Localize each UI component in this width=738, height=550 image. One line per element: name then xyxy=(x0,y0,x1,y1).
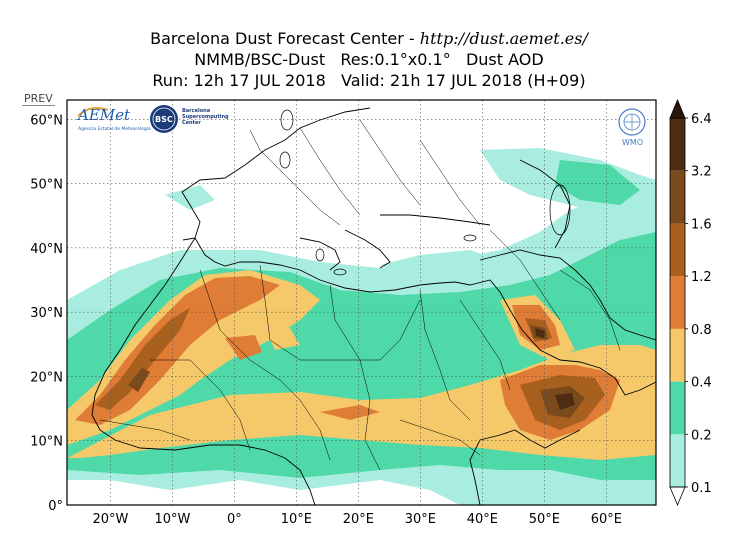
lat-tick-label: 0° xyxy=(48,499,63,514)
lon-tick-label: 30°E xyxy=(405,512,436,527)
latitude-labels: 0° 10°N 20°N 30°N 40°N 50°N 60°N xyxy=(30,113,63,514)
colorbar-segment xyxy=(670,170,685,224)
colorbar-level-label: 1.6 xyxy=(691,217,712,232)
aemet-logo-subtitle: Agencia Estatal de Meteorología xyxy=(78,125,151,132)
lon-tick-label: 40°E xyxy=(467,512,498,527)
colorbar-level-label: 3.2 xyxy=(691,165,712,180)
url-link[interactable]: http://dust.aemet.es/ xyxy=(419,29,588,48)
wmo-logo-text: WMO xyxy=(622,138,643,147)
colorbar-segment xyxy=(670,223,685,277)
lakes-islands xyxy=(279,109,571,276)
lat-tick-label: 10°N xyxy=(30,435,63,450)
title-line-2: NMMB/BSC-Dust Res:0.1°x0.1° Dust AOD xyxy=(194,50,544,69)
colorbar: 0.1 0.2 0.4 0.8 1.2 1.6 3.2 6.4 xyxy=(669,98,712,507)
lat-tick-label: 60°N xyxy=(30,113,63,128)
lat-tick-label: 20°N xyxy=(30,370,63,385)
bsc-logo-text: BSC xyxy=(155,115,173,124)
colorbar-segment xyxy=(670,276,685,329)
lat-tick-label: 40°N xyxy=(30,242,63,257)
colorbar-under-arrow xyxy=(669,486,686,507)
colorbar-level-label: 0.2 xyxy=(691,428,712,443)
bsc-name-line-1: Barcelona xyxy=(182,108,210,114)
graticule xyxy=(67,100,656,505)
lon-tick-label: 50°E xyxy=(529,512,560,527)
wmo-logo: WMO xyxy=(618,108,646,147)
prev-button[interactable]: PREV xyxy=(22,92,55,106)
aemet-logo: AEMet Agencia Estatal de Meteorología xyxy=(76,106,151,132)
colorbar-segment xyxy=(670,118,685,171)
lon-tick-label: 20°W xyxy=(92,512,128,527)
lon-tick-label: 60°E xyxy=(591,512,622,527)
lat-tick-label: 30°N xyxy=(30,306,63,321)
bsc-logo: BSC Barcelona Supercomputing Center xyxy=(150,105,229,133)
colorbar-frame xyxy=(669,117,686,488)
map-frame xyxy=(66,99,657,506)
lon-tick-label: 10°W xyxy=(154,512,190,527)
lat-tick-label: 50°N xyxy=(30,178,63,193)
colorbar-level-label: 0.4 xyxy=(691,376,712,391)
bsc-name-line-2: Supercomputing xyxy=(182,114,229,120)
colorbar-over-arrow xyxy=(669,98,686,119)
aemet-logo-text: AEMet xyxy=(76,106,131,124)
lon-tick-label: 20°E xyxy=(343,512,374,527)
colorbar-level-label: 0.8 xyxy=(691,323,712,338)
coastlines xyxy=(91,107,656,505)
bsc-name-line-3: Center xyxy=(182,120,201,126)
colorbar-segment xyxy=(670,434,685,487)
aemet-swoosh-icon xyxy=(77,107,109,117)
title-line-1: Barcelona Dust Forecast Center - http://… xyxy=(150,29,588,48)
colorbar-segment xyxy=(670,381,685,435)
lon-tick-label: 10°E xyxy=(281,512,312,527)
country-borders xyxy=(99,119,621,471)
longitude-labels: 20°W 10°W 0° 10°E 20°E 30°E 40°E 50°E 60°E xyxy=(92,512,622,527)
bsc-globe-icon xyxy=(150,105,178,133)
colorbar-level-label: 1.2 xyxy=(691,270,712,285)
colorbar-level-label: 0.1 xyxy=(691,481,712,496)
dust-field-3-2 xyxy=(535,328,575,410)
title-line-3: Run: 12h 17 JUL 2018 Valid: 21h 17 JUL 2… xyxy=(152,71,586,90)
colorbar-level-label: 6.4 xyxy=(691,112,712,127)
map-area xyxy=(67,100,656,505)
lon-tick-label: 0° xyxy=(227,512,242,527)
colorbar-segment xyxy=(670,328,685,382)
